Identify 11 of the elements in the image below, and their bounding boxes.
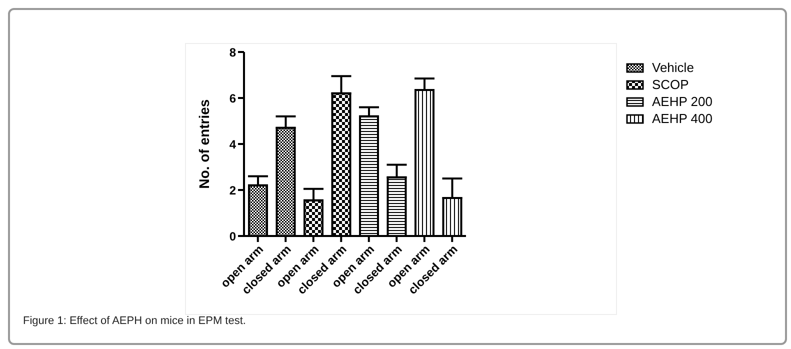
legend-label: Vehicle: [652, 60, 694, 75]
y-axis-title: No. of entries: [196, 99, 212, 189]
y-tick-label: 4: [229, 137, 236, 152]
y-tick-label: 0: [229, 229, 236, 244]
y-tick-label: 6: [229, 91, 236, 106]
y-tick-label: 8: [229, 45, 236, 60]
y-tick-label: 2: [229, 183, 236, 198]
legend-label: AEHP 200: [652, 94, 712, 109]
caption: Figure 1: Effect of AEPH on mice in EPM test.: [23, 315, 246, 327]
legend-label: SCOP: [652, 77, 689, 92]
legend-label: AEHP 400: [652, 111, 712, 126]
